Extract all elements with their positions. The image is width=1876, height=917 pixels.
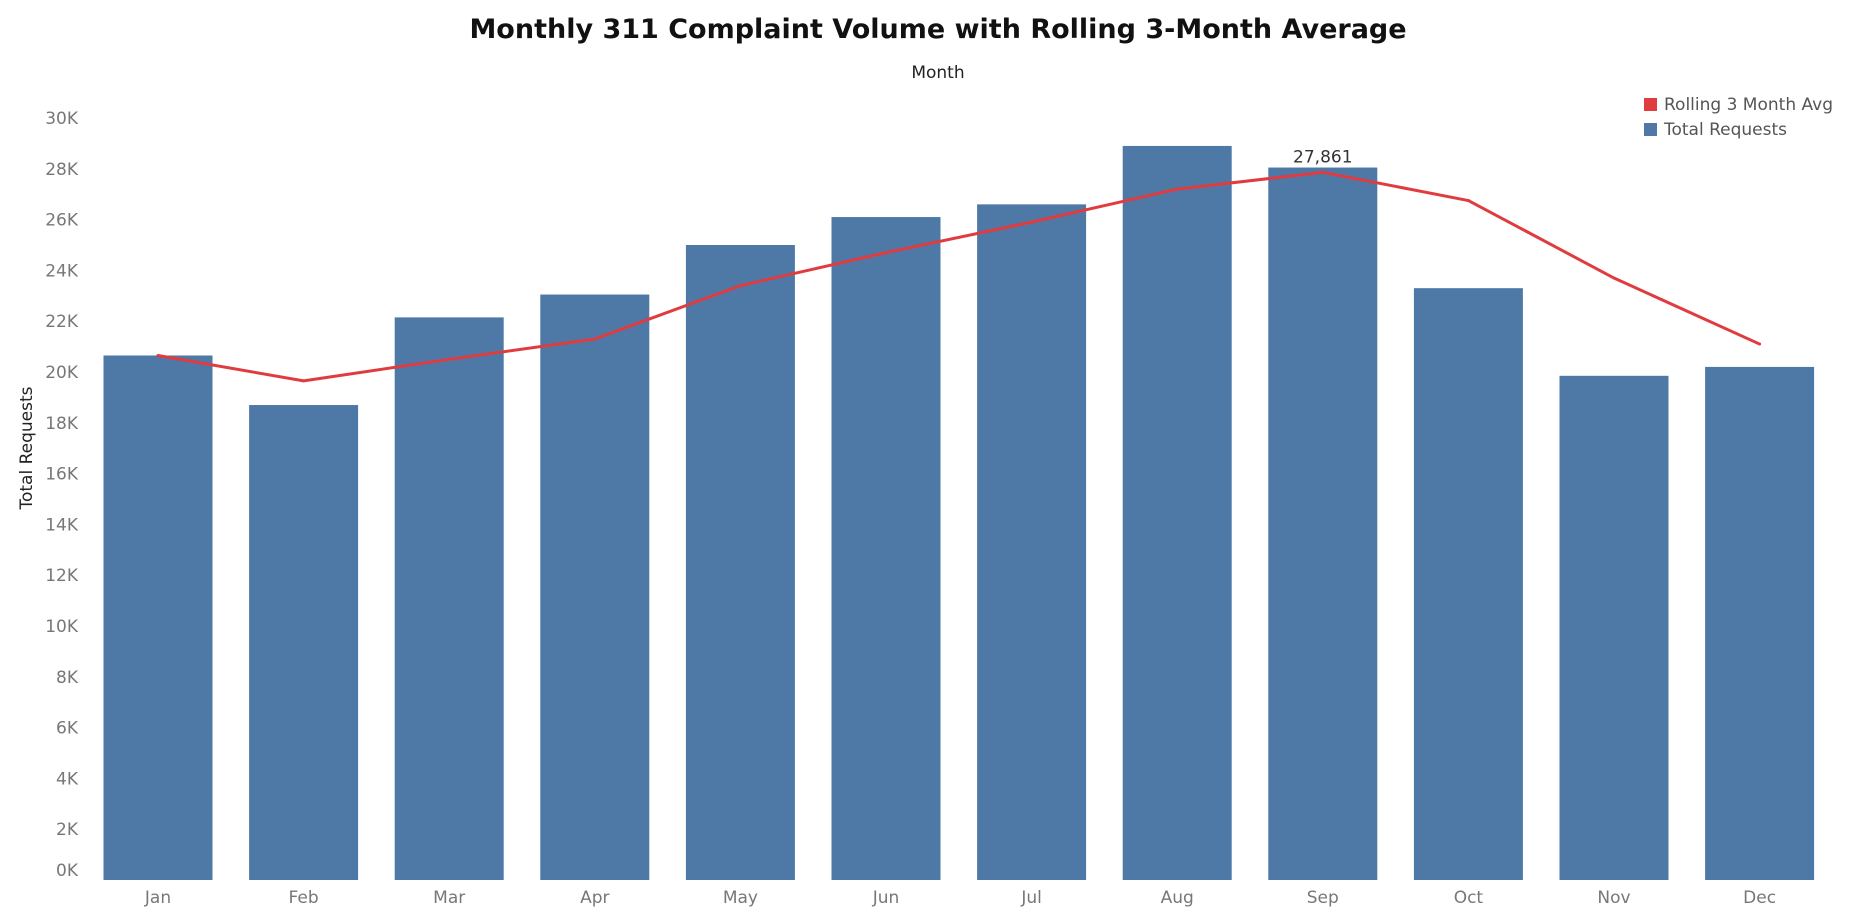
y-tick-label: 22K [45,312,79,332]
bar-nov[interactable] [1559,375,1669,880]
y-tick-label: 30K [45,109,79,129]
line-point-aug[interactable] [1175,187,1179,191]
y-tick-label: 2K [56,820,79,840]
line-point-dec[interactable] [1758,342,1762,346]
bar-series [103,145,1815,881]
bar-aug[interactable] [1122,145,1232,880]
y-tick-label: 10K [45,617,79,637]
x-tick-label-oct: Oct [1454,888,1484,908]
bar-jul[interactable] [977,204,1087,881]
y-tick-label: 28K [45,160,79,180]
x-tick-label-may: May [723,888,758,908]
x-tick-label-sep: Sep [1307,888,1339,908]
bar-may[interactable] [685,245,795,880]
x-axis-title: Month [911,63,965,83]
x-tick-label-jul: Jul [1020,888,1042,908]
legend-item-rolling-avg[interactable]: Rolling 3 Month Avg [1644,92,1833,117]
rolling-avg-line[interactable] [157,170,1761,383]
line-point-jan[interactable] [156,353,160,357]
x-tick-label-nov: Nov [1597,888,1630,908]
legend-swatch-total-requests [1644,123,1657,136]
y-tick-label: 8K [56,668,79,688]
bar-apr[interactable] [540,294,650,880]
legend-label-rolling-avg: Rolling 3 Month Avg [1664,94,1833,115]
y-tick-label: 0K [56,861,79,881]
x-tick-label-dec: Dec [1743,888,1776,908]
bar-sep[interactable] [1268,167,1378,880]
y-tick-label: 12K [45,566,79,586]
y-tick-label: 18K [45,414,79,434]
line-point-oct[interactable] [1466,199,1470,203]
line-point-nov[interactable] [1612,276,1616,280]
x-tick-label-mar: Mar [433,888,465,908]
bar-feb[interactable] [249,405,359,880]
line-point-apr[interactable] [593,337,597,341]
y-tick-label: 16K [45,465,79,485]
x-tick-label-jan: Jan [144,888,171,908]
line-point-jun[interactable] [884,251,888,255]
chart-title: Monthly 311 Complaint Volume with Rollin… [469,14,1407,45]
line-point-jul[interactable] [1030,220,1034,224]
y-tick-label: 24K [45,261,79,281]
line-point-may[interactable] [738,284,742,288]
bar-mar[interactable] [394,317,504,880]
bar-dec[interactable] [1705,366,1815,880]
data-label-sep: 27,861 [1293,147,1352,167]
line-series [156,170,1762,383]
x-tick-label-jun: Jun [872,888,900,908]
line-point-sep[interactable] [1321,170,1325,174]
bar-jan[interactable] [103,355,213,880]
legend-swatch-rolling-avg [1644,98,1657,111]
x-axis-ticks: Jan Feb Mar Apr May Jun Jul Aug Sep Oct Nov Dec [144,888,1776,908]
bar-jun[interactable] [831,217,941,880]
x-tick-label-apr: Apr [580,888,609,908]
x-tick-label-feb: Feb [289,888,319,908]
y-axis-ticks: 0K 2K 4K 6K 8K 10K 12K 14K 16K 18K 20K 22K 24K 26K 28K… [45,109,79,881]
y-tick-label: 20K [45,363,79,383]
y-tick-label: 26K [45,211,79,231]
data-labels: 27,861 [1293,147,1352,167]
legend-label-total-requests: Total Requests [1664,119,1788,140]
line-point-mar[interactable] [447,357,451,361]
y-tick-label: 6K [56,719,79,739]
legend-item-total-requests[interactable]: Total Requests [1644,117,1833,142]
y-tick-label: 14K [45,515,79,535]
y-tick-label: 4K [56,769,79,789]
x-tick-label-aug: Aug [1161,888,1194,908]
line-point-feb[interactable] [302,379,306,383]
bar-oct[interactable] [1413,288,1523,880]
legend: Rolling 3 Month Avg Total Requests [1644,92,1833,142]
